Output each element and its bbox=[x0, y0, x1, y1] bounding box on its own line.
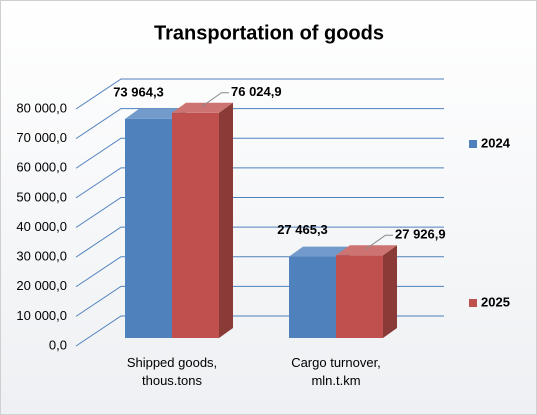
legend-label: 2024 bbox=[481, 135, 511, 150]
grid-line bbox=[75, 78, 444, 110]
bar bbox=[289, 256, 336, 338]
data-label: 76 024,9 bbox=[231, 84, 282, 99]
x-tick-label: Shipped goods, thous.tons bbox=[126, 355, 218, 388]
bar-top bbox=[336, 245, 397, 256]
bar-side bbox=[219, 102, 233, 338]
bar-side bbox=[383, 245, 397, 338]
y-tick-label: 60 000,0 bbox=[16, 160, 67, 175]
legend-label: 2025 bbox=[481, 294, 510, 309]
data-label: 73 964,3 bbox=[113, 84, 164, 99]
legend-swatch bbox=[469, 299, 477, 307]
y-tick-label: 20 000,0 bbox=[16, 278, 67, 293]
chart-title: Transportation of goods bbox=[154, 22, 384, 44]
data-label: 27 926,9 bbox=[395, 227, 446, 242]
bar bbox=[172, 112, 219, 338]
data-label: 27 465,3 bbox=[277, 222, 328, 237]
grid-line bbox=[75, 226, 444, 258]
grid-line bbox=[75, 167, 444, 199]
y-tick-label: 50 000,0 bbox=[16, 189, 67, 204]
x-tick-label: Cargo turnover, mln.t.km bbox=[291, 355, 381, 388]
leader-line bbox=[201, 92, 229, 108]
leader-line bbox=[365, 234, 393, 250]
y-tick-label: 70 000,0 bbox=[16, 130, 67, 145]
y-tick-label: 80 000,0 bbox=[16, 100, 67, 115]
legend-swatch bbox=[469, 140, 477, 148]
bar-top bbox=[172, 102, 233, 113]
grid-line bbox=[75, 108, 444, 140]
grid-line bbox=[75, 137, 444, 169]
bar-top bbox=[125, 108, 186, 119]
y-tick-label: 40 000,0 bbox=[16, 219, 67, 234]
bar-top bbox=[289, 246, 350, 257]
y-tick-label: 0,0 bbox=[49, 337, 67, 352]
bar bbox=[336, 255, 383, 338]
grid-line bbox=[75, 197, 444, 228]
y-tick-label: 30 000,0 bbox=[16, 249, 67, 264]
bar bbox=[125, 118, 172, 338]
y-tick-label: 10 000,0 bbox=[16, 308, 67, 323]
